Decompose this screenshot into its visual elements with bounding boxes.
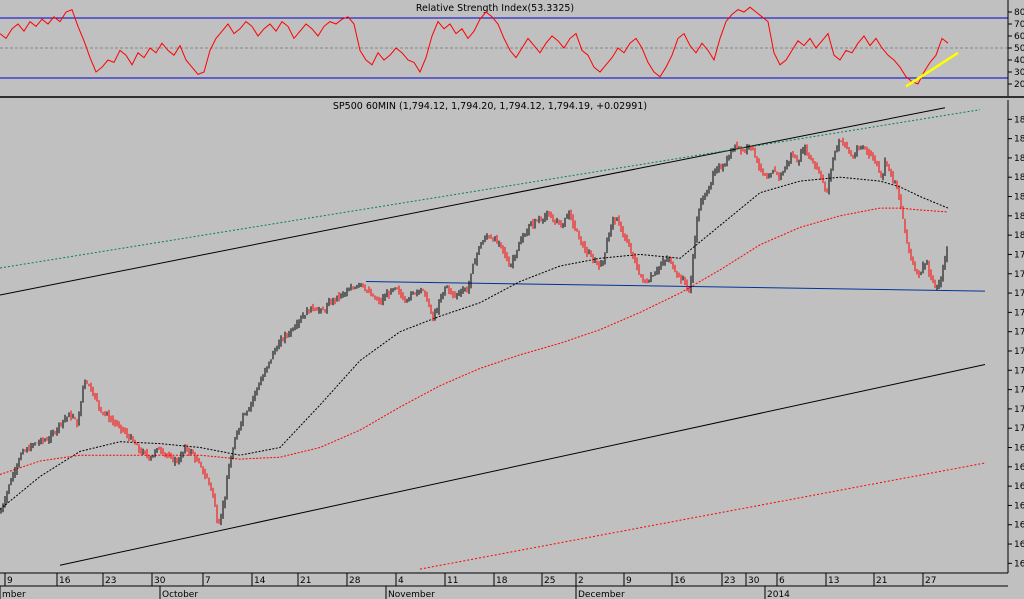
price-panel: SP500 60MIN (1,794.12, 1,794.20, 1,794.1… [0,100,1024,573]
price-tick-label: 1810 [1014,212,1024,222]
moving-average-ma_black [0,176,949,510]
price-tick-label: 1700 [1014,424,1024,434]
x-tick-label: 13 [828,576,839,586]
rsi-trend-line [905,51,959,88]
trendline-support [365,281,986,292]
price-tick-label: 1750 [1014,328,1024,338]
trendline-lower_channel [59,364,986,566]
x-tick-label: 25 [544,576,555,586]
rsi-tick-label: 40 [1014,56,1024,66]
price-tick-label: 1720 [1014,386,1024,396]
trendline-lower_dotted [419,462,986,570]
x-axis-months: mber October November December 2014 [0,586,790,599]
rsi-line [0,6,949,85]
moving-averages [0,176,949,510]
x-tick-label: 16 [59,576,71,586]
price-tick-label: 1680 [1014,463,1024,473]
price-tick-label: 1690 [1014,444,1024,454]
x-tick-label: 23 [105,576,116,586]
trendline-upper_channel [0,107,946,296]
price-tick-label: 1760 [1014,308,1024,318]
price-tick-label: 1740 [1014,347,1024,357]
x-tick-label: 21 [300,576,311,586]
price-tick-label: 1850 [1014,135,1024,145]
rsi-panel: Relative Strength Index(53.3325) 20 30 40 5… [0,0,1024,96]
x-tick-label: 23 [724,576,735,586]
x-tick-label: 9 [626,576,632,586]
x-tick-label: 11 [447,576,458,586]
price-tick-label: 1630 [1014,559,1024,569]
x-tick-label: 6 [779,576,785,586]
trendline-upper_dotted [0,109,981,269]
month-label: November [388,590,435,599]
month-label: October [162,590,198,599]
rsi-tick-label: 60 [1014,32,1024,42]
rsi-tick-label: 30 [1014,68,1024,78]
x-tick-label: 30 [154,576,166,586]
ohlc-bars [0,137,948,526]
price-tick-label: 1670 [1014,482,1024,492]
rsi-tick-label: 80 [1014,8,1024,18]
moving-average-ma_red [0,207,949,475]
x-tick-label: 27 [925,576,936,586]
price-tick-label: 1660 [1014,501,1024,511]
x-tick-label: 7 [205,576,211,586]
x-tick-label: 28 [349,576,361,586]
x-tick-label: 21 [876,576,887,586]
price-tick-label: 1840 [1014,154,1024,164]
month-label: mber [2,590,26,599]
trend-lines [0,107,986,570]
x-tick-label: 9 [7,576,13,586]
month-label: December [578,590,625,599]
rsi-series-line [0,6,949,85]
price-y-axis-ticks: 1630 1640 1650 1660 1670 1680 1690 1700 1710 1720… [1008,115,1024,569]
price-tick-label: 1730 [1014,366,1024,376]
price-tick-label: 1820 [1014,193,1024,203]
price-tick-label: 1830 [1014,173,1024,183]
rsi-y-axis-ticks: 20 30 40 50 60 70 80 [1008,8,1024,90]
rsi-yellow-trendline [905,51,959,88]
rsi-tick-label: 50 [1014,44,1024,54]
price-tick-label: 1780 [1014,270,1024,280]
price-title: SP500 60MIN (1,794.12, 1,794.20, 1,794.1… [333,101,647,112]
x-axis-ticks: 9 16 23 30 7 14 21 28 4 11 18 25 2 9 16 23 30 6 13 21 27 [4,573,936,586]
rsi-tick-label: 70 [1014,20,1024,30]
price-tick-label: 1860 [1014,115,1024,125]
x-tick-label: 16 [674,576,686,586]
rsi-tick-label: 20 [1014,80,1024,90]
price-tick-label: 1640 [1014,540,1024,550]
rsi-reference-lines [0,17,1008,79]
x-tick-label: 4 [398,576,404,586]
price-tick-label: 1790 [1014,250,1024,260]
x-axis: 9 16 23 30 7 14 21 28 4 11 18 25 2 9 16 23 30 6 13 21 27 mbe… [0,572,1008,599]
price-tick-label: 1800 [1014,231,1024,241]
x-tick-label: 14 [254,576,266,586]
x-tick-label: 18 [496,576,508,586]
price-tick-label: 1650 [1014,521,1024,531]
price-tick-label: 1710 [1014,405,1024,415]
rsi-title: Relative Strength Index(53.3325) [416,3,574,14]
x-tick-label: 2 [578,576,584,586]
price-tick-label: 1770 [1014,289,1024,299]
month-label: 2014 [767,590,790,599]
x-tick-label: 30 [748,576,760,586]
